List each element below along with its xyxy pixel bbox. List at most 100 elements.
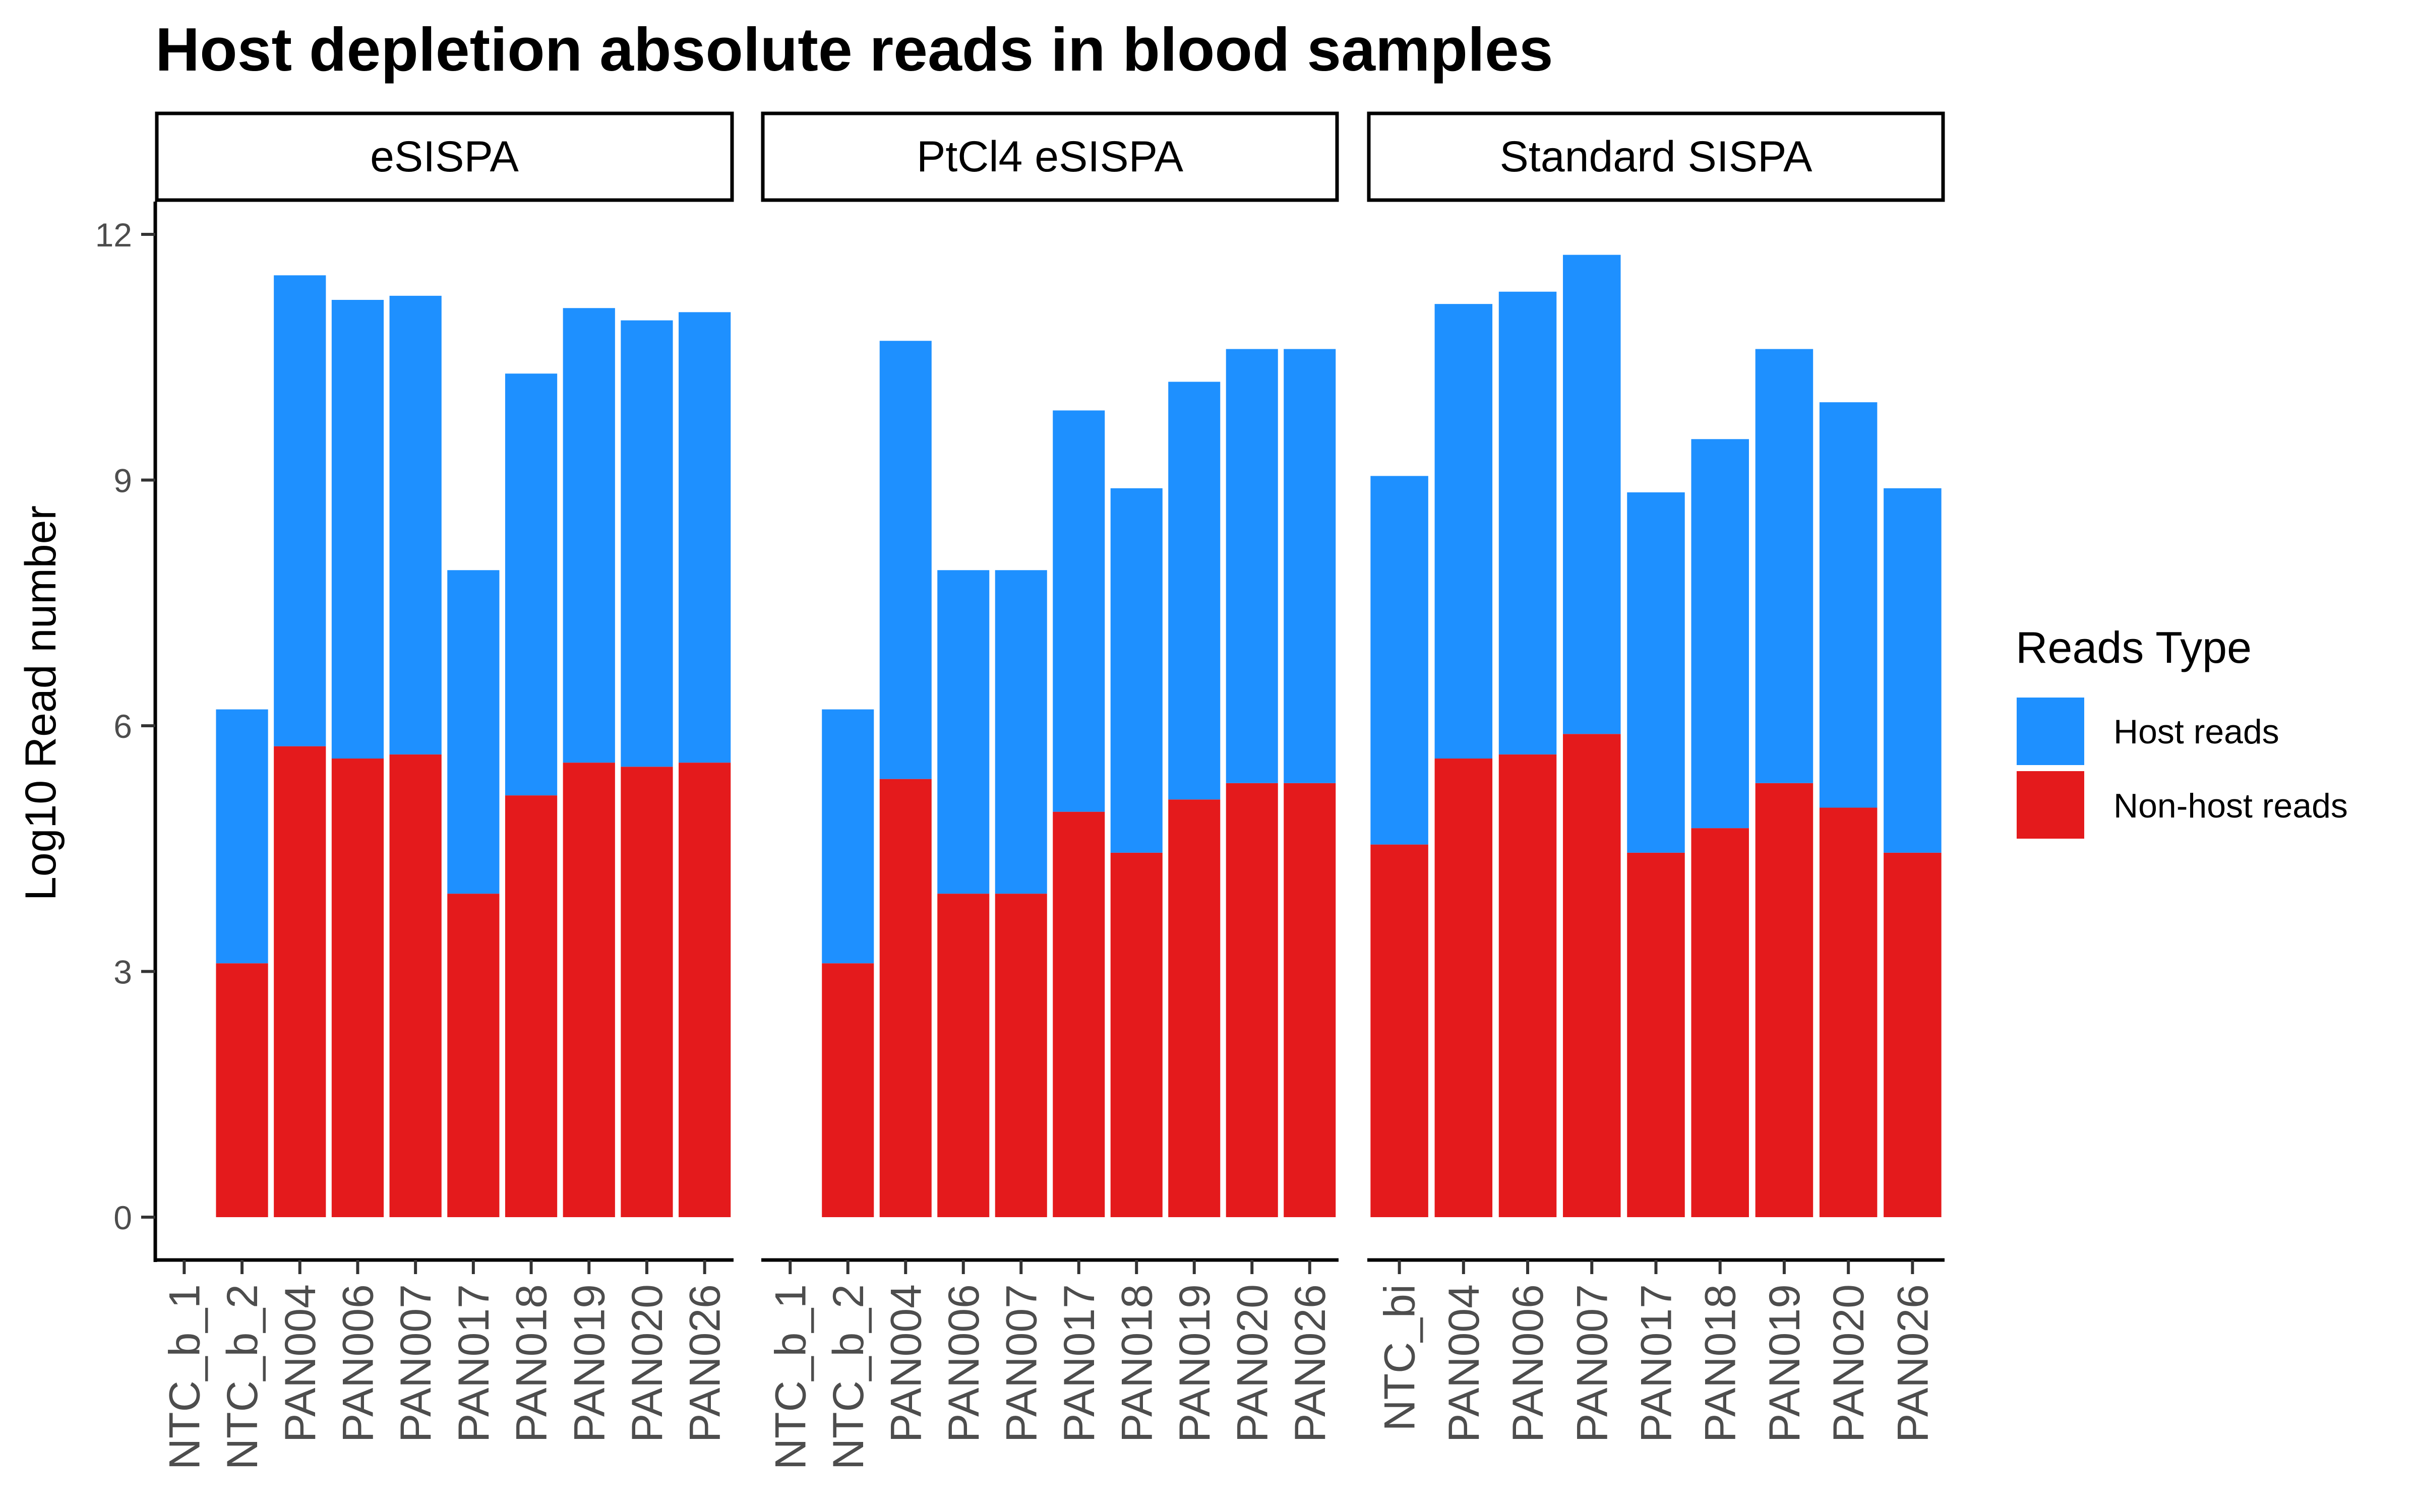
bar-host: [1053, 410, 1105, 812]
facet-strip: [761, 111, 1339, 202]
bar-host: [879, 341, 932, 779]
x-tick-label: PAN006: [334, 1284, 382, 1442]
bar-host: [1498, 291, 1557, 754]
facet-strip: [155, 111, 734, 202]
bar-host: [937, 570, 990, 894]
x-tick-label: PAN017: [1055, 1284, 1104, 1442]
bar-host: [822, 709, 874, 964]
bar-nonhost: [1627, 852, 1685, 1217]
bar-nonhost: [1884, 852, 1942, 1217]
bar-nonhost: [679, 763, 731, 1217]
legend-label-host: Host reads: [2113, 713, 2279, 751]
x-tick-label: PAN006: [1504, 1284, 1552, 1442]
bar-host: [1168, 382, 1221, 800]
x-tick-label: PAN020: [1825, 1284, 1873, 1442]
x-tick-label: PAN004: [276, 1284, 325, 1442]
bar-host: [216, 709, 268, 964]
x-tick-label: PAN004: [1440, 1284, 1488, 1442]
x-tick-label: PAN006: [940, 1284, 988, 1442]
bar-nonhost: [1226, 783, 1278, 1217]
legend-key-host: [2017, 698, 2084, 765]
legend-title: Reads Type: [2016, 622, 2252, 672]
bar-host: [447, 570, 500, 894]
bar-nonhost: [1819, 807, 1878, 1217]
facet-strip-label: Standard SISPA: [1500, 133, 1813, 181]
panel-2: Standard SISPA NTC_bi PAN004 PAN006 PAN007 PA…: [1367, 111, 1945, 1442]
bar-host: [1110, 488, 1163, 853]
x-tick-label: PAN019: [1171, 1284, 1219, 1442]
bar-nonhost: [937, 894, 990, 1217]
bar-host: [1284, 349, 1336, 783]
legend-key-nonhost: [2017, 771, 2084, 839]
bar-host: [1819, 402, 1878, 808]
x-tick-label: PAN018: [508, 1284, 556, 1442]
bar-host: [1226, 349, 1278, 783]
x-tick-label: PAN020: [623, 1284, 672, 1442]
bar-host: [995, 570, 1047, 894]
bar-nonhost: [995, 894, 1047, 1217]
bar-nonhost: [1563, 734, 1621, 1217]
bar-host: [505, 373, 558, 796]
bar-host: [389, 295, 442, 754]
bar-nonhost: [1284, 783, 1336, 1217]
bar-nonhost: [389, 754, 442, 1217]
x-tick-label: PAN019: [1761, 1284, 1809, 1442]
chart-title: Host depletion absolute reads in blood s…: [155, 15, 1553, 84]
facet-strip: [1367, 111, 1945, 202]
x-tick-label: PAN004: [882, 1284, 930, 1442]
x-tick-label: PAN017: [1632, 1284, 1681, 1442]
bar-host: [1563, 255, 1621, 734]
x-tick-label: PAN007: [1568, 1284, 1616, 1442]
bar-host: [621, 320, 673, 767]
bar-nonhost: [1755, 783, 1813, 1217]
bar-nonhost: [216, 963, 268, 1217]
x-tick-label: NTC_b_1: [766, 1284, 815, 1470]
x-tick-label: PAN026: [681, 1284, 730, 1442]
bar-nonhost: [331, 759, 384, 1217]
bar-host: [1884, 488, 1942, 853]
bar-nonhost: [822, 963, 874, 1217]
bar-nonhost: [1168, 799, 1221, 1217]
bar-host: [331, 300, 384, 759]
bar-nonhost: [1053, 811, 1105, 1217]
bar-host: [1627, 492, 1685, 853]
y-axis-title: Log10 Read number: [17, 506, 65, 901]
x-tick-label: PAN019: [565, 1284, 614, 1442]
bar-nonhost: [1498, 754, 1557, 1217]
x-tick-label: PAN017: [450, 1284, 498, 1442]
y-axis: 0 3 6 9 12: [95, 202, 157, 1262]
y-tick-label: 12: [95, 216, 132, 254]
bar-nonhost: [1434, 759, 1493, 1217]
bar-host: [1755, 349, 1813, 783]
legend-label-nonhost: Non-host reads: [2113, 787, 2348, 825]
x-tick-label: PAN026: [1286, 1284, 1335, 1442]
x-tick-label: PAN020: [1228, 1284, 1277, 1442]
x-tick-label: PAN007: [997, 1284, 1046, 1442]
bar-host: [1370, 476, 1428, 845]
bar-host: [1691, 439, 1749, 829]
x-tick-label: PAN026: [1889, 1284, 1937, 1442]
facet-strip-label: eSISPA: [370, 133, 519, 181]
legend: Reads Type Host reads Non-host reads: [2016, 622, 2348, 839]
x-tick-label: PAN018: [1113, 1284, 1161, 1442]
x-tick-label: NTC_b_1: [160, 1284, 209, 1470]
bar-host: [274, 275, 326, 746]
y-tick-label: 3: [113, 954, 132, 991]
bar-nonhost: [274, 746, 326, 1217]
x-tick-label: PAN007: [392, 1284, 440, 1442]
x-tick-label: NTC_b_2: [218, 1284, 267, 1470]
bar-host: [1434, 304, 1493, 759]
facet-strip-label: PtCl4 eSISPA: [917, 133, 1184, 181]
bar-nonhost: [447, 894, 500, 1217]
bar-host: [563, 308, 615, 763]
x-tick-label: NTC_bi: [1376, 1284, 1424, 1431]
bar-nonhost: [621, 767, 673, 1217]
bar-nonhost: [505, 795, 558, 1217]
bar-host: [679, 312, 731, 763]
bar-nonhost: [1110, 852, 1163, 1217]
bar-nonhost: [879, 779, 932, 1217]
